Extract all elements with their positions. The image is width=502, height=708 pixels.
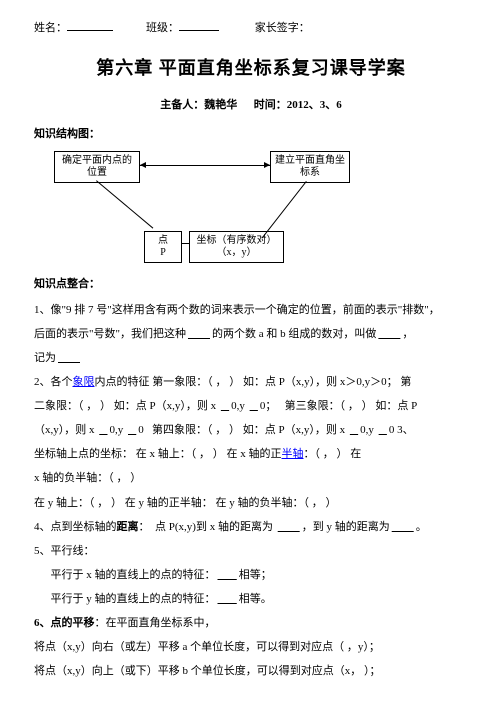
box4-l1: 坐标（有序数对） — [197, 235, 277, 246]
author-label: 主备人：魏艳华 — [160, 99, 237, 111]
diagram-box-3: 点 P — [144, 231, 182, 263]
parent-sign-label: 家长签字： — [255, 22, 310, 34]
item-6-l1: 6、点的平移：在平面直角坐标系中， — [34, 612, 468, 635]
box4-l2: （x，y） — [217, 247, 257, 258]
item-5-l2: 平行于 x 轴的直线上的点的特征： 相等； — [34, 564, 468, 587]
item-2-l3: （x,y），则 x 0,y 0 第四象限：（ ， ） 如：点 P（x,y），则 … — [34, 419, 468, 442]
link-xiangxian[interactable]: 象限 — [73, 376, 95, 388]
item-5-l3: 平行于 y 轴的直线上的点的特征： 相等。 — [34, 588, 468, 611]
diagram-box-2: 建立平面直角坐标系 — [270, 151, 350, 183]
item-2-l5: x 轴的负半轴：（ ， ） — [34, 467, 468, 490]
item-4: 4、点到坐标轴的距离： 点 P(x,y)到 x 轴的距离为 ，到 y 轴的距离为… — [34, 516, 468, 539]
diagram-box-1: 确定平面内点的位置 — [54, 151, 140, 183]
blank[interactable] — [56, 352, 82, 364]
name-label: 姓名： — [34, 22, 67, 34]
section-structure: 知识结构图： — [34, 124, 468, 145]
class-label: 班级： — [146, 22, 179, 34]
item-1-l2: 后面的表示"号数"，我们把这种 的两个数 a 和 b 组成的数对，叫做 ， — [34, 323, 468, 346]
item-1-l1: 1、像"9 排 7 号"这样用含有两个数的词来表示一个确定的位置，前面的表示"排… — [34, 299, 468, 322]
arrow-right-head — [264, 162, 270, 168]
item-2-l6: 在 y 轴上：（ ， ） 在 y 轴的正半轴： 在 y 轴的负半轴：（ ， ） — [34, 492, 468, 515]
item-6-l3: 将点（x,y）向上（或下）平移 b 个单位长度，可以得到对应点（x， ）； — [34, 660, 468, 683]
diagram-connector — [182, 243, 189, 244]
time-label: 时间：2012、3、6 — [254, 99, 342, 111]
item-6-l2: 将点（x,y）向右（或左）平移 a 个单位长度，可以得到对应点（ ，y）； — [34, 636, 468, 659]
class-blank[interactable] — [179, 20, 219, 31]
item-1-l3: 记为 — [34, 347, 468, 370]
name-blank[interactable] — [67, 20, 113, 31]
structure-diagram: 确定平面内点的位置 建立平面直角坐标系 点 P 坐标（有序数对） （x，y） — [54, 151, 384, 266]
content-body: 1、像"9 排 7 号"这样用含有两个数的词来表示一个确定的位置，前面的表示"排… — [34, 299, 468, 684]
box3-left: 点 — [158, 235, 168, 246]
box3-right: P — [160, 247, 166, 258]
page-title: 第六章 平面直角坐标系复习课导学案 — [34, 51, 468, 85]
header-line: 姓名： 班级： 家长签字： — [34, 18, 468, 39]
diagram-diag-right — [262, 181, 307, 238]
subtitle: 主备人：魏艳华 时间：2012、3、6 — [34, 95, 468, 116]
item-2-l2: 二象限：（ ， ） 如：点 P（x,y），则 x 0,y 0； 第三象限：（ ，… — [34, 395, 468, 418]
diagram-box-4: 坐标（有序数对） （x，y） — [189, 231, 284, 263]
item-2-l1: 2、各个象限内点的特征 第一象限：（ ， ） 如：点 P（x,y），则 x＞0,… — [34, 371, 468, 394]
link-banzhou[interactable]: 半轴 — [282, 448, 304, 460]
section-integrate: 知识点整合： — [34, 274, 468, 295]
blank[interactable] — [376, 328, 402, 340]
arrow-left-head — [140, 162, 146, 168]
item-2-l4: 坐标轴上点的坐标： 在 x 轴上：（ ， ） 在 x 轴的正半轴：（ ， ） 在 — [34, 443, 468, 466]
item-5-l1: 5、平行线： — [34, 540, 468, 563]
diagram-diag-left — [96, 180, 153, 228]
blank[interactable] — [186, 328, 212, 340]
diagram-arrow-h — [140, 165, 270, 166]
